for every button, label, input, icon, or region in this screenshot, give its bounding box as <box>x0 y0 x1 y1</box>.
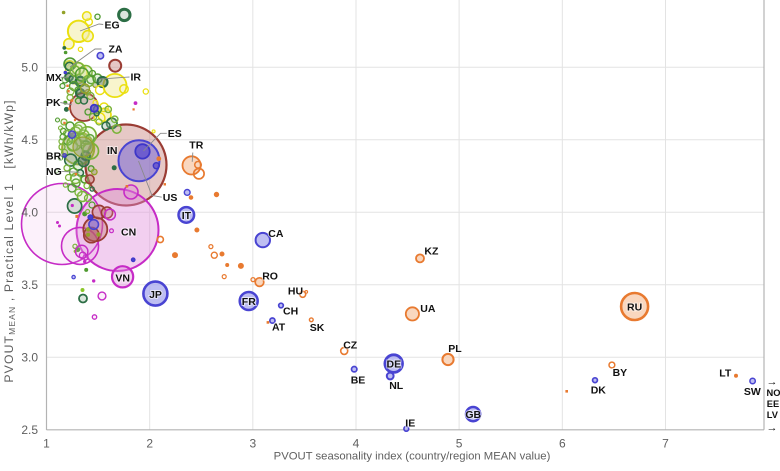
svg-text:BY: BY <box>613 367 628 379</box>
svg-text:BE: BE <box>351 374 366 386</box>
svg-text:CN: CN <box>121 226 136 238</box>
svg-text:HU: HU <box>288 286 303 298</box>
svg-text:SW: SW <box>744 386 761 398</box>
svg-text:CA: CA <box>268 228 284 240</box>
svg-text:5.0: 5.0 <box>21 60 38 74</box>
svg-text:ES: ES <box>168 128 182 140</box>
svg-text:PVOUTMEAN , Practical Level 1: PVOUTMEAN , Practical Level 1 [kWh/kWp] <box>2 99 17 382</box>
svg-text:PK: PK <box>46 97 61 109</box>
svg-text:EE: EE <box>767 399 779 409</box>
svg-text:SK: SK <box>310 322 325 334</box>
svg-text:→: → <box>767 422 778 434</box>
svg-text:4.0: 4.0 <box>21 205 38 219</box>
svg-text:LT: LT <box>719 368 732 380</box>
svg-text:IE: IE <box>405 417 415 429</box>
svg-text:DE: DE <box>387 359 402 371</box>
svg-text:GB: GB <box>465 409 481 421</box>
svg-text:KZ: KZ <box>424 246 439 258</box>
svg-text:4.5: 4.5 <box>21 133 38 147</box>
svg-text:IR: IR <box>131 72 142 84</box>
svg-text:PVOUT seasonality index (count: PVOUT seasonality index (country/region … <box>274 451 551 463</box>
svg-text:6: 6 <box>559 437 566 451</box>
svg-text:3: 3 <box>249 437 256 451</box>
svg-text:2: 2 <box>146 437 153 451</box>
svg-text:5: 5 <box>456 437 463 451</box>
svg-text:CH: CH <box>283 306 298 318</box>
svg-text:4: 4 <box>353 437 360 451</box>
svg-text:ZA: ZA <box>109 44 123 56</box>
svg-text:BR: BR <box>46 150 62 162</box>
svg-text:3.0: 3.0 <box>21 350 38 364</box>
svg-text:US: US <box>163 192 178 204</box>
svg-text:LV: LV <box>767 410 779 420</box>
svg-text:AT: AT <box>272 322 286 334</box>
svg-text:3.5: 3.5 <box>21 278 38 292</box>
svg-text:7: 7 <box>662 437 669 451</box>
svg-text:→: → <box>767 376 778 388</box>
svg-text:RU: RU <box>627 302 642 314</box>
svg-text:DK: DK <box>591 384 607 396</box>
svg-text:UA: UA <box>420 303 436 315</box>
svg-text:2.5: 2.5 <box>21 423 38 437</box>
svg-text:NG: NG <box>46 166 62 178</box>
svg-text:1: 1 <box>43 437 50 451</box>
svg-text:NL: NL <box>389 380 404 392</box>
svg-text:EG: EG <box>105 19 120 31</box>
svg-text:IT: IT <box>182 210 192 222</box>
svg-text:VN: VN <box>115 273 130 285</box>
svg-text:TR: TR <box>189 140 203 152</box>
svg-text:MX: MX <box>46 72 62 84</box>
svg-text:FR: FR <box>242 296 256 308</box>
svg-text:CZ: CZ <box>343 340 358 352</box>
svg-text:RO: RO <box>262 271 278 283</box>
svg-text:PL: PL <box>448 343 462 355</box>
svg-text:IN: IN <box>107 145 118 157</box>
svg-text:JP: JP <box>149 289 162 301</box>
svg-text:NO: NO <box>767 388 780 398</box>
